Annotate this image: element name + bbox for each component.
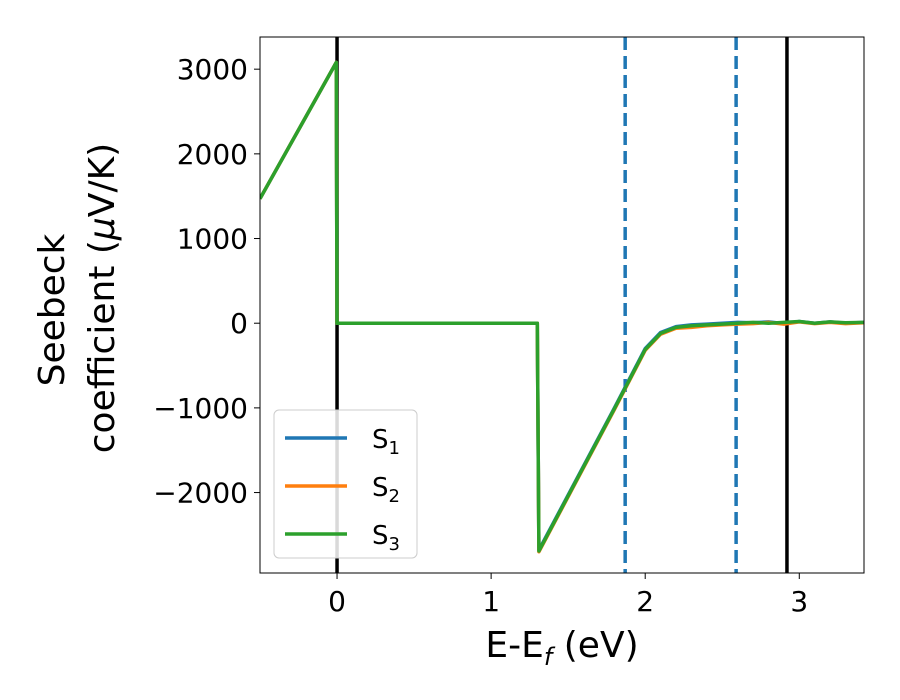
y-tick-label: −2000 [153, 477, 248, 510]
y-axis-label: Seebeck coefficient (μV/K) [32, 143, 123, 453]
x-axis-label: E-Ef (eV) [485, 625, 638, 671]
series-line-s3 [260, 60, 864, 553]
y-tick-label: −1000 [153, 392, 248, 425]
legend-label-s2: S2 [372, 473, 400, 507]
x-tick-label: 0 [328, 585, 346, 618]
x-tick-label: 3 [790, 585, 808, 618]
y-axis-label-line2: coefficient (μV/K) [82, 143, 123, 453]
y-tick-label: 1000 [177, 223, 248, 256]
y-axis-label-line1: Seebeck [32, 233, 73, 386]
x-tick-label: 1 [482, 585, 500, 618]
y-tick-label: 3000 [177, 53, 248, 86]
y-tick-label: 0 [230, 307, 248, 340]
plot-frame [259, 36, 865, 574]
legend-box [273, 409, 418, 559]
y-tick-label: 2000 [177, 138, 248, 171]
legend-label-s1: S1 [372, 425, 400, 459]
x-tick-label: 2 [636, 585, 654, 618]
legend-label-s3: S3 [372, 521, 400, 555]
